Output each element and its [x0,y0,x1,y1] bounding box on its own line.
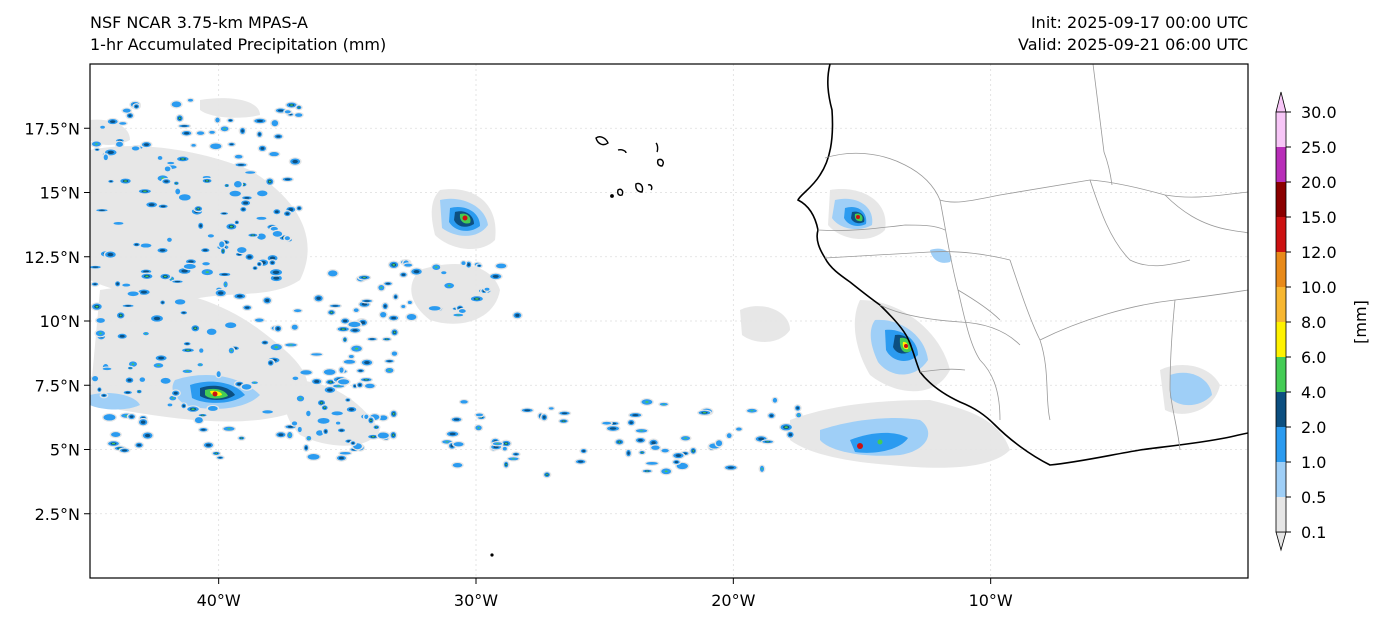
colorbar-segment [1276,497,1286,532]
colorbar-level-label: 0.5 [1301,488,1326,507]
colorbar-segment [1276,287,1286,322]
cape-verde-islands [595,136,664,198]
colorbar-level-label: 15.0 [1301,208,1337,227]
lat-tick-label: 2.5°N [35,505,80,524]
lat-tick-label: 10°N [40,312,80,331]
longitude-axis: 40°W 30°W 20°W 10°W [197,578,1013,610]
colorbar-level-label: 30.0 [1301,103,1337,122]
lat-tick-label: 7.5°N [35,376,80,395]
colorbar-level-label: 6.0 [1301,348,1326,367]
scattered-cells [90,97,803,479]
title-variable: 1-hr Accumulated Precipitation (mm) [90,35,387,54]
colorbar-segment [1276,182,1286,217]
colorbar-segment [1276,217,1286,252]
lat-tick-label: 15°N [40,184,80,203]
colorbar-segment [1276,427,1286,462]
latitude-axis: 2.5°N 5°N 7.5°N 10°N 12.5°N 15°N 17.5°N [24,119,90,524]
colorbar-extend-min [1275,531,1287,552]
lon-tick-2: 20°W [711,578,756,610]
colorbar: 0.1 0.5 1.0 2.0 4.0 6.0 8.0 10.0 12.0 15.0 20.0 25.… [1275,91,1337,552]
title-valid-time: Valid: 2025-09-21 06:00 UTC [1017,35,1248,54]
small-island [490,553,494,557]
lon-tick-1: 30°W [454,578,498,610]
colorbar-unit-label: [mm] [1351,300,1370,344]
colorbar-segment [1276,112,1286,147]
colorbar-segment [1276,462,1286,497]
colorbar-extend-max [1275,91,1287,113]
lon-tick-label: 30°W [454,591,498,610]
colorbar-segment [1276,252,1286,287]
colorbar-level-label: 2.0 [1301,418,1326,437]
colorbar-level-label: 25.0 [1301,138,1337,157]
country-borders [817,64,1248,451]
lon-tick-label: 10°W [969,591,1013,610]
colorbar-segment [1276,147,1286,182]
colorbar-level-label: 1.0 [1301,453,1326,472]
colorbar-level-label: 8.0 [1301,313,1326,332]
colorbar-level-label: 12.0 [1301,243,1337,262]
lat-tick-2: 7.5°N [35,376,90,395]
title-model: NSF NCAR 3.75-km MPAS-A [90,13,308,32]
title-init-time: Init: 2025-09-17 00:00 UTC [1030,13,1248,32]
lon-tick-label: 20°W [711,591,755,610]
colorbar-level-label: 0.1 [1301,523,1326,542]
lon-tick-3: 10°W [969,578,1013,610]
lon-tick-0: 40°W [197,578,241,610]
lat-tick-1: 5°N [50,441,90,460]
colorbar-segment [1276,357,1286,392]
precip-field [90,64,1248,557]
lon-tick-label: 40°W [197,591,241,610]
lat-tick-3: 10°N [40,312,90,331]
colorbar-level-label: 20.0 [1301,173,1337,192]
lat-tick-4: 12.5°N [24,248,90,267]
colorbar-level-label: 4.0 [1301,383,1326,402]
lat-tick-6: 17.5°N [24,119,90,138]
colorbar-segment [1276,322,1286,357]
lat-tick-5: 15°N [40,184,90,203]
colorbar-level-label: 10.0 [1301,278,1337,297]
lat-tick-label: 17.5°N [24,119,80,138]
lat-tick-0: 2.5°N [35,505,90,524]
coastline-africa [796,64,1248,466]
lat-tick-label: 12.5°N [24,248,80,267]
lat-tick-label: 5°N [50,441,80,460]
colorbar-segment [1276,392,1286,427]
